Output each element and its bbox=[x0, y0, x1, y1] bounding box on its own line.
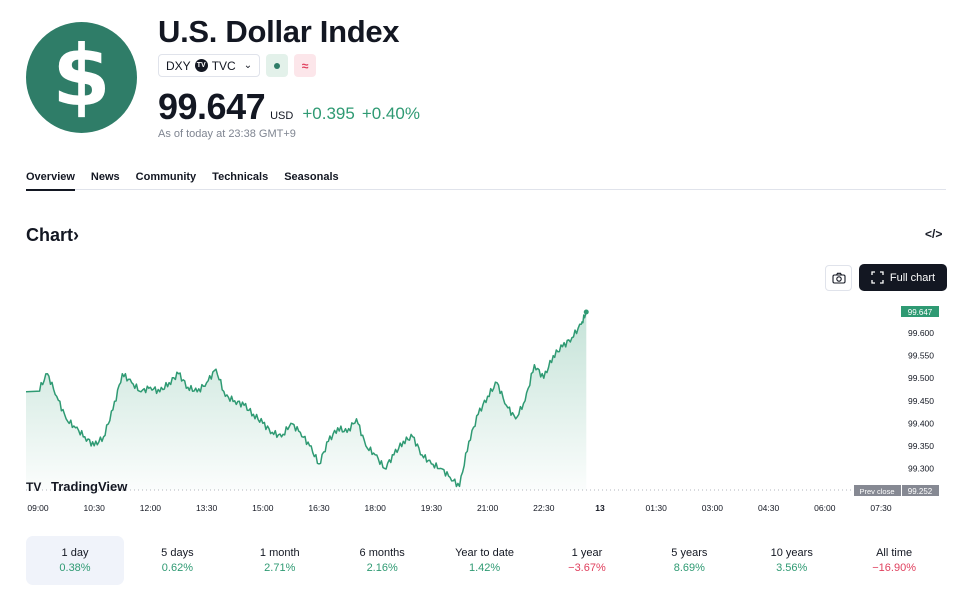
y-axis: 99.600 99.550 99.500 99.450 99.400 99.350 99.3… bbox=[908, 328, 934, 473]
period-label: 1 month bbox=[259, 547, 300, 559]
y-tick-label: 99.600 bbox=[908, 328, 934, 338]
full-chart-button[interactable]: Full chart bbox=[859, 264, 947, 291]
price-timestamp: As of today at 23:38 GMT+9 bbox=[158, 128, 296, 140]
chart-heading-link[interactable]: Chart› bbox=[26, 225, 79, 246]
period-all-time[interactable]: All time −16.90% bbox=[845, 536, 943, 585]
snapshot-button[interactable] bbox=[825, 265, 852, 291]
period-value: 0.38% bbox=[59, 562, 91, 574]
x-tick-label: 21:00 bbox=[477, 503, 499, 513]
prev-close-label-text: Prev close bbox=[859, 487, 894, 496]
x-tick-label: 10:30 bbox=[84, 503, 106, 513]
period-label: 1 day bbox=[61, 547, 89, 559]
x-tick-label: 15:00 bbox=[252, 503, 274, 513]
x-tick-label: 13:30 bbox=[196, 503, 218, 513]
price-row: 99.647 USD +0.395 +0.40% bbox=[158, 86, 420, 128]
x-tick-label: 01:30 bbox=[646, 503, 668, 513]
tab-community[interactable]: Community bbox=[135, 171, 197, 183]
tab-technicals[interactable]: Technicals bbox=[212, 171, 269, 183]
tradingview-logo-icon: TV bbox=[26, 480, 41, 494]
prev-close-value: 99.252 bbox=[908, 487, 933, 496]
y-tick-label: 99.450 bbox=[908, 396, 934, 406]
price-change-abs: +0.395 bbox=[302, 104, 355, 123]
market-open-dot-icon bbox=[274, 62, 281, 69]
performance-periods: 1 day 0.38% 5 days 0.62% 1 month 2.71% 6 mo… bbox=[26, 536, 946, 585]
period-6-months[interactable]: 6 months 2.16% bbox=[333, 536, 431, 585]
last-price: 99.647 bbox=[158, 86, 266, 127]
tab-seasonals[interactable]: Seasonals bbox=[284, 171, 339, 183]
x-axis: 09:00 10:30 12:00 13:30 15:00 16:30 18:00 19:30… bbox=[27, 503, 892, 513]
period-1-month[interactable]: 1 month 2.71% bbox=[231, 536, 329, 585]
x-tick-label: 09:00 bbox=[27, 503, 49, 513]
chevron-down-icon: ⌄ bbox=[243, 60, 253, 71]
period-value: −16.90% bbox=[872, 562, 916, 574]
period-value: 2.71% bbox=[264, 562, 296, 574]
symbol-logo: $ bbox=[26, 22, 137, 133]
period-label: All time bbox=[876, 547, 913, 559]
embed-code-icon[interactable]: </> bbox=[925, 227, 943, 241]
x-tick-label: 03:00 bbox=[702, 503, 724, 513]
current-price-label: 99.647 bbox=[901, 306, 939, 317]
x-tick-label: 07:30 bbox=[870, 503, 892, 513]
tab-overview[interactable]: Overview bbox=[26, 171, 75, 191]
x-tick-label: 22:30 bbox=[533, 503, 555, 513]
price-chart[interactable]: 99.600 99.550 99.500 99.450 99.400 99.350 99.3… bbox=[0, 296, 966, 520]
period-value: 3.56% bbox=[776, 562, 808, 574]
x-tick-label: 12:00 bbox=[140, 503, 162, 513]
exchange-label: TVC bbox=[211, 58, 236, 73]
price-change-pct: +0.40% bbox=[361, 104, 420, 123]
period-label: 1 year bbox=[571, 547, 603, 559]
chart-heading-label: Chart bbox=[26, 225, 74, 245]
tab-news[interactable]: News bbox=[90, 171, 120, 183]
tradingview-watermark: TV TradingView bbox=[26, 479, 128, 494]
price-currency: USD bbox=[270, 110, 294, 122]
period-value: 0.62% bbox=[161, 562, 193, 574]
period-value: 8.69% bbox=[673, 562, 705, 574]
period-label: Year to date bbox=[455, 547, 515, 559]
period-value: 1.42% bbox=[468, 562, 501, 574]
prev-close-label: Prev close 99.252 bbox=[854, 485, 939, 496]
current-price-value: 99.647 bbox=[908, 308, 933, 317]
chevron-right-icon: › bbox=[73, 225, 80, 245]
market-status-badge[interactable] bbox=[266, 54, 289, 77]
period-label: 5 days bbox=[161, 547, 194, 559]
period-label: 10 years bbox=[770, 547, 813, 559]
delayed-data-badge[interactable]: ≈ bbox=[294, 54, 317, 77]
x-tick-label: 19:30 bbox=[421, 503, 443, 513]
page-title: U.S. Dollar Index bbox=[158, 14, 400, 49]
period-1-year[interactable]: 1 year −3.67% bbox=[538, 536, 636, 585]
y-tick-label: 99.300 bbox=[908, 463, 934, 473]
period-10-years[interactable]: 10 years 3.56% bbox=[743, 536, 841, 585]
x-tick-label: 04:30 bbox=[758, 503, 780, 513]
tradingview-icon: TV bbox=[194, 59, 208, 72]
period-value: −3.67% bbox=[568, 562, 606, 574]
last-price-dot bbox=[583, 309, 589, 315]
full-chart-label: Full chart bbox=[889, 271, 936, 284]
x-tick-label: 06:00 bbox=[814, 503, 836, 513]
x-tick-label: 16:30 bbox=[308, 503, 330, 513]
x-tick-label: 18:00 bbox=[365, 503, 387, 513]
period-5-days[interactable]: 5 days 0.62% bbox=[128, 536, 226, 585]
dollar-icon: $ bbox=[52, 26, 111, 125]
price-line bbox=[25, 311, 588, 488]
period-label: 5 years bbox=[671, 547, 708, 559]
period-1-day[interactable]: 1 day 0.38% bbox=[26, 536, 124, 585]
symbol-chips: DXY TV TVC ⌄ ≈ bbox=[158, 54, 317, 77]
period-year-to-date[interactable]: Year to date 1.42% bbox=[436, 536, 534, 585]
y-tick-label: 99.500 bbox=[908, 373, 934, 383]
y-tick-label: 99.550 bbox=[908, 351, 934, 361]
period-label: 6 months bbox=[359, 547, 405, 559]
x-tick-label: 13 bbox=[595, 503, 605, 513]
period-5-years[interactable]: 5 years 8.69% bbox=[640, 536, 738, 585]
symbol-selector[interactable]: DXY TV TVC ⌄ bbox=[158, 54, 261, 77]
ticker-label: DXY bbox=[166, 58, 191, 73]
y-tick-label: 99.400 bbox=[908, 418, 934, 428]
watermark-text: TradingView bbox=[51, 479, 128, 494]
y-tick-label: 99.350 bbox=[908, 441, 934, 451]
symbol-tabs: Overview News Community Technicals Seaso… bbox=[26, 171, 946, 191]
price-area bbox=[26, 312, 587, 490]
period-value: 2.16% bbox=[366, 562, 398, 574]
camera-icon bbox=[831, 272, 846, 284]
fullscreen-icon bbox=[871, 271, 884, 284]
